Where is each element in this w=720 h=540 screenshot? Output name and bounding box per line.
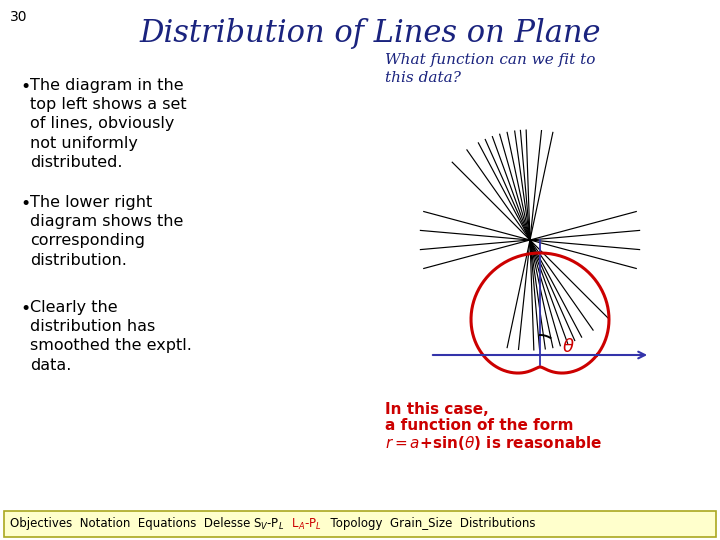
Text: Topology  Grain_Size  Distributions: Topology Grain_Size Distributions <box>323 517 536 530</box>
Text: The diagram in the
top left shows a set
of lines, obviously
not uniformly
distri: The diagram in the top left shows a set … <box>30 78 186 170</box>
FancyBboxPatch shape <box>4 511 716 537</box>
Text: S$_V$-P$_L$: S$_V$-P$_L$ <box>253 516 284 531</box>
Text: •: • <box>20 78 30 96</box>
Text: a function of the form: a function of the form <box>385 418 574 433</box>
Text: Objectives  Notation  Equations  Delesse: Objectives Notation Equations Delesse <box>10 517 258 530</box>
Text: In this case,: In this case, <box>385 402 489 417</box>
Text: Distribution of Lines on Plane: Distribution of Lines on Plane <box>139 18 600 49</box>
Text: $r = a$+sin($\theta$) is reasonable: $r = a$+sin($\theta$) is reasonable <box>385 434 602 452</box>
Text: •: • <box>20 195 30 213</box>
Text: L$_A$-P$_L$: L$_A$-P$_L$ <box>284 516 322 531</box>
Text: 30: 30 <box>10 10 27 24</box>
Text: The lower right
diagram shows the
corresponding
distribution.: The lower right diagram shows the corres… <box>30 195 184 268</box>
Text: Clearly the
distribution has
smoothed the exptl.
data.: Clearly the distribution has smoothed th… <box>30 300 192 373</box>
Text: What function can we fit to
this data?: What function can we fit to this data? <box>385 53 595 85</box>
Text: $\theta$: $\theta$ <box>562 338 575 356</box>
Text: •: • <box>20 300 30 318</box>
